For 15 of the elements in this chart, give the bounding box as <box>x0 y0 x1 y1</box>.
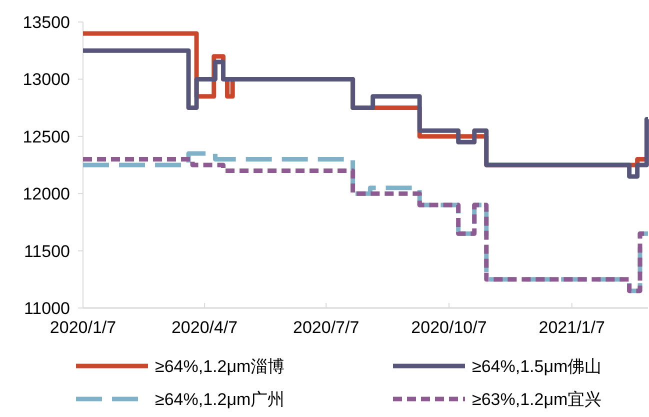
legend-label: ≥64%,1.2μm广州 <box>155 390 285 409</box>
x-tick-label: 2020/10/7 <box>411 318 487 337</box>
legend-label: ≥64%,1.2μm淄博 <box>155 357 285 376</box>
x-tick-label: 2021/1/7 <box>538 318 605 337</box>
x-tick-label: 2020/4/7 <box>171 318 238 337</box>
legend-label: ≥63%,1.2μm宜兴 <box>472 390 602 409</box>
y-tick-label: 12000 <box>22 184 70 204</box>
x-tick-label: 2020/1/7 <box>50 318 116 337</box>
y-tick-label: 11500 <box>24 242 70 261</box>
legend-label: ≥64%,1.5μm佛山 <box>472 357 602 376</box>
y-tick-label: 13500 <box>22 13 70 32</box>
y-tick-label: 13000 <box>22 70 70 90</box>
y-tick-label: 12500 <box>22 127 70 146</box>
x-tick-label: 2020/7/7 <box>293 318 360 337</box>
y-tick-label: 11000 <box>24 299 70 318</box>
